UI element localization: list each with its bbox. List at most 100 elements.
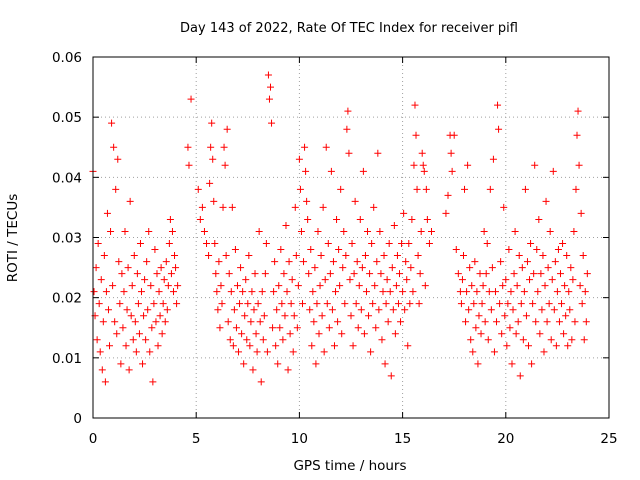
data-point — [262, 240, 270, 248]
data-point — [461, 185, 469, 193]
data-point — [475, 312, 483, 320]
data-point — [480, 227, 488, 235]
data-point — [250, 306, 258, 314]
data-point — [364, 227, 372, 235]
data-point — [400, 209, 408, 217]
data-point — [271, 258, 279, 266]
data-point — [456, 288, 464, 296]
y-axis-label: ROTI / TECUs — [5, 194, 21, 282]
data-point — [90, 288, 98, 296]
data-point — [532, 318, 540, 326]
data-point — [194, 185, 202, 193]
data-point — [349, 342, 357, 350]
data-point — [485, 288, 493, 296]
data-point — [289, 348, 297, 356]
data-point — [121, 227, 129, 235]
data-point — [143, 258, 151, 266]
y-axis-ticks: 0 0.01 0.02 0.03 0.04 0.05 0.06 — [52, 50, 609, 427]
data-point — [340, 227, 348, 235]
data-point — [276, 324, 284, 332]
data-point — [373, 258, 381, 266]
data-point — [412, 131, 420, 139]
data-point — [465, 306, 473, 314]
data-point — [284, 366, 292, 374]
data-point — [457, 300, 465, 308]
data-point — [509, 306, 517, 314]
data-point — [301, 143, 309, 151]
data-point — [568, 336, 576, 344]
data-point — [504, 300, 512, 308]
x-tick-label: 10 — [291, 431, 308, 447]
data-point — [371, 282, 379, 290]
data-point — [155, 288, 163, 296]
data-point — [562, 312, 570, 320]
data-point — [381, 360, 389, 368]
data-point — [153, 270, 161, 278]
data-point — [333, 215, 341, 223]
data-point — [246, 342, 254, 350]
data-point — [259, 336, 267, 344]
data-point — [220, 143, 228, 151]
data-point — [319, 203, 327, 211]
data-point — [144, 306, 152, 314]
data-point — [240, 360, 248, 368]
data-point — [529, 300, 537, 308]
data-point — [235, 348, 243, 356]
data-point — [533, 246, 541, 254]
data-point — [120, 288, 128, 296]
data-point — [501, 312, 509, 320]
data-point — [148, 324, 156, 332]
data-point — [369, 300, 377, 308]
data-point — [300, 258, 308, 266]
data-point — [254, 300, 262, 308]
data-point — [138, 288, 146, 296]
data-point — [287, 300, 295, 308]
data-point — [149, 378, 157, 386]
data-point — [368, 240, 376, 248]
data-point — [281, 312, 289, 320]
data-point — [359, 167, 367, 175]
data-point — [390, 221, 398, 229]
data-point — [174, 282, 182, 290]
data-point — [405, 240, 413, 248]
data-point — [109, 282, 117, 290]
data-point — [462, 318, 470, 326]
data-point — [112, 185, 120, 193]
data-point — [236, 300, 244, 308]
data-point — [534, 288, 542, 296]
data-point — [528, 360, 536, 368]
data-point — [133, 270, 141, 278]
data-point — [166, 215, 174, 223]
data-point — [217, 282, 225, 290]
data-point — [150, 300, 158, 308]
data-point — [503, 342, 511, 350]
data-point — [411, 101, 419, 109]
y-tick-label: 0 — [73, 411, 82, 427]
data-point — [264, 71, 272, 79]
data-point — [269, 324, 277, 332]
data-point — [478, 300, 486, 308]
data-point — [223, 125, 231, 133]
data-point — [219, 203, 227, 211]
data-point — [450, 131, 458, 139]
data-point — [205, 252, 213, 260]
data-point — [114, 155, 122, 163]
data-point — [104, 306, 112, 314]
data-point — [128, 282, 136, 290]
data-point — [491, 288, 499, 296]
data-point — [296, 185, 304, 193]
data-point — [481, 318, 489, 326]
data-point — [526, 276, 534, 284]
data-point — [543, 318, 551, 326]
data-point — [569, 276, 577, 284]
x-tick-label: 25 — [600, 431, 617, 447]
data-point — [549, 167, 557, 175]
data-point — [386, 288, 394, 296]
data-point — [101, 378, 109, 386]
data-point — [146, 348, 154, 356]
data-point — [498, 330, 506, 338]
data-point — [547, 336, 555, 344]
data-point — [302, 167, 310, 175]
data-point — [444, 191, 452, 199]
